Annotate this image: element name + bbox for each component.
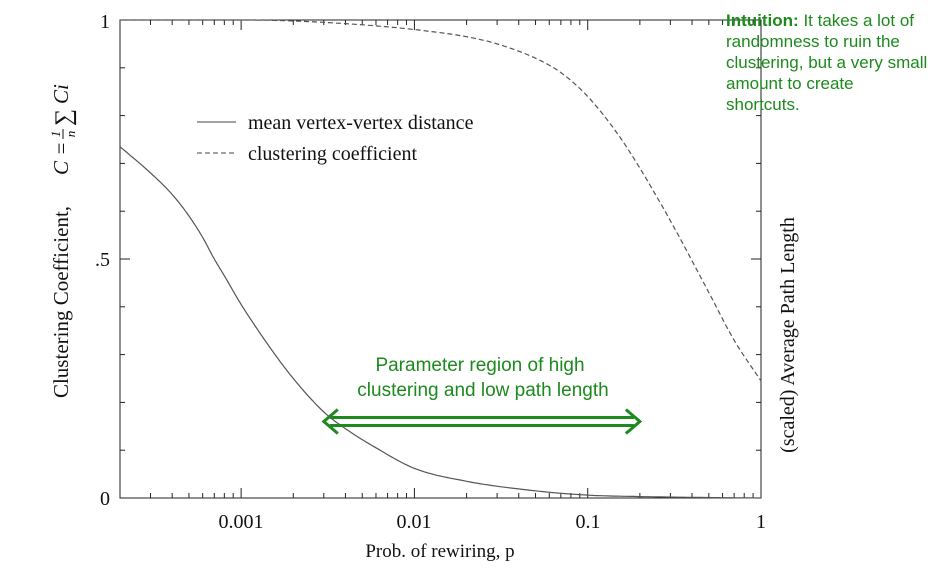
arrow-head-right — [624, 408, 643, 435]
intuition-heading: Intuition: — [726, 11, 799, 30]
y-axis-formula-sum: ∑ — [51, 109, 77, 126]
arrow-head-left — [321, 408, 339, 435]
x-tick-label: 0.001 — [219, 511, 264, 533]
y-tick-label: 0 — [100, 488, 110, 510]
y-axis-formula-numerator: 1 — [48, 131, 63, 138]
legend-label: clustering coefficient — [248, 143, 417, 165]
y-axis-formula-prefix: C = — [49, 142, 73, 175]
y-axis-label-right: (scaled) Average Path Length — [777, 217, 799, 453]
y-axis-label-text: Clustering Coefficient, — [49, 206, 73, 398]
intuition-text: It takes a lot of randomness to ruin the… — [726, 11, 928, 114]
x-tick-label: 1 — [756, 511, 766, 533]
legend: mean vertex-vertex distance clustering c… — [197, 112, 474, 165]
legend-label: mean vertex-vertex distance — [248, 112, 474, 134]
y-axis-label-left: Clustering Coefficient, C = 1 n ∑ Ci — [48, 84, 78, 398]
clustering-coefficient-line — [120, 19, 762, 382]
y-tick-label: 1 — [100, 11, 110, 33]
x-tick-label: 0.1 — [576, 511, 601, 533]
y-axis-formula-suffix: Ci — [49, 84, 73, 104]
annotation-line-1: Parameter region of high — [375, 355, 584, 376]
region-arrow — [321, 408, 643, 435]
data-series — [119, 19, 762, 499]
x-tick-label: 0.01 — [397, 511, 432, 533]
y-tick-label: .5 — [95, 249, 110, 271]
x-axis-label: Prob. of rewiring, p — [365, 541, 514, 562]
y-axis-formula-denominator: n — [63, 131, 78, 138]
intuition-note: Intuition: It takes a lot of randomness … — [726, 10, 931, 115]
path-length-line — [119, 146, 761, 499]
annotation-line-2: clustering and low path length — [357, 380, 608, 401]
